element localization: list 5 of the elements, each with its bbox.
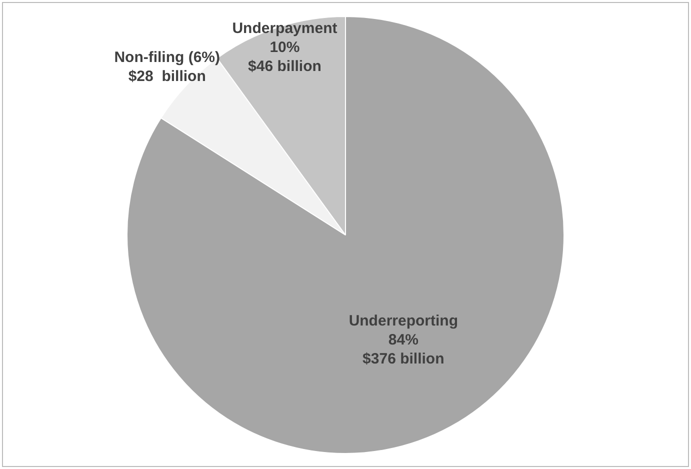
data-label: 84% $376 billion xyxy=(362,331,444,368)
data-label: 10% $46 billion xyxy=(248,39,322,76)
slice-label: Underreporting xyxy=(348,312,458,330)
slice-label: Underpayment xyxy=(232,20,338,38)
slice-label: Non-filing (6%) $28 billion xyxy=(114,49,220,86)
